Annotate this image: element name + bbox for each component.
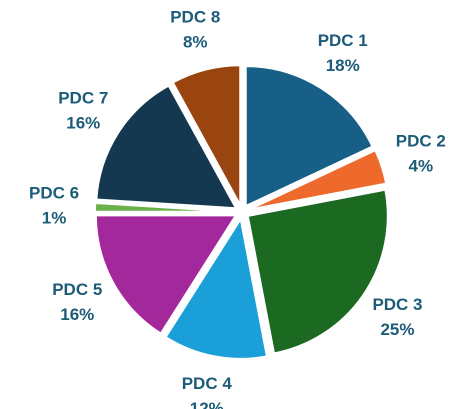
pie-slice — [95, 84, 238, 210]
slice-value-label: 8% — [183, 32, 208, 51]
slice-value-label: 1% — [42, 209, 67, 228]
pie-slice — [246, 188, 389, 355]
pie-slice — [244, 65, 374, 208]
pie-slice — [248, 148, 388, 211]
pie-slice — [171, 64, 242, 206]
slice-label: PDC 4 — [182, 374, 233, 393]
pie-slice — [164, 216, 269, 360]
slice-label: PDC 8 — [170, 7, 220, 26]
pie-slice — [94, 214, 238, 335]
slice-label: PDC 1 — [318, 31, 368, 50]
slice-value-label: 4% — [409, 156, 434, 175]
slice-value-label: 18% — [326, 56, 360, 75]
slice-label: PDC 5 — [52, 280, 102, 299]
slice-label: PDC 6 — [29, 184, 79, 203]
slice-value-label: 12% — [190, 399, 224, 409]
slice-label: PDC 2 — [396, 131, 446, 150]
slice-label: PDC 7 — [58, 89, 108, 108]
pie-slice — [94, 201, 236, 213]
slice-label: PDC 3 — [372, 295, 422, 314]
slice-value-label: 16% — [60, 305, 94, 324]
slice-value-label: 16% — [66, 114, 100, 133]
slice-value-label: 25% — [380, 320, 414, 339]
